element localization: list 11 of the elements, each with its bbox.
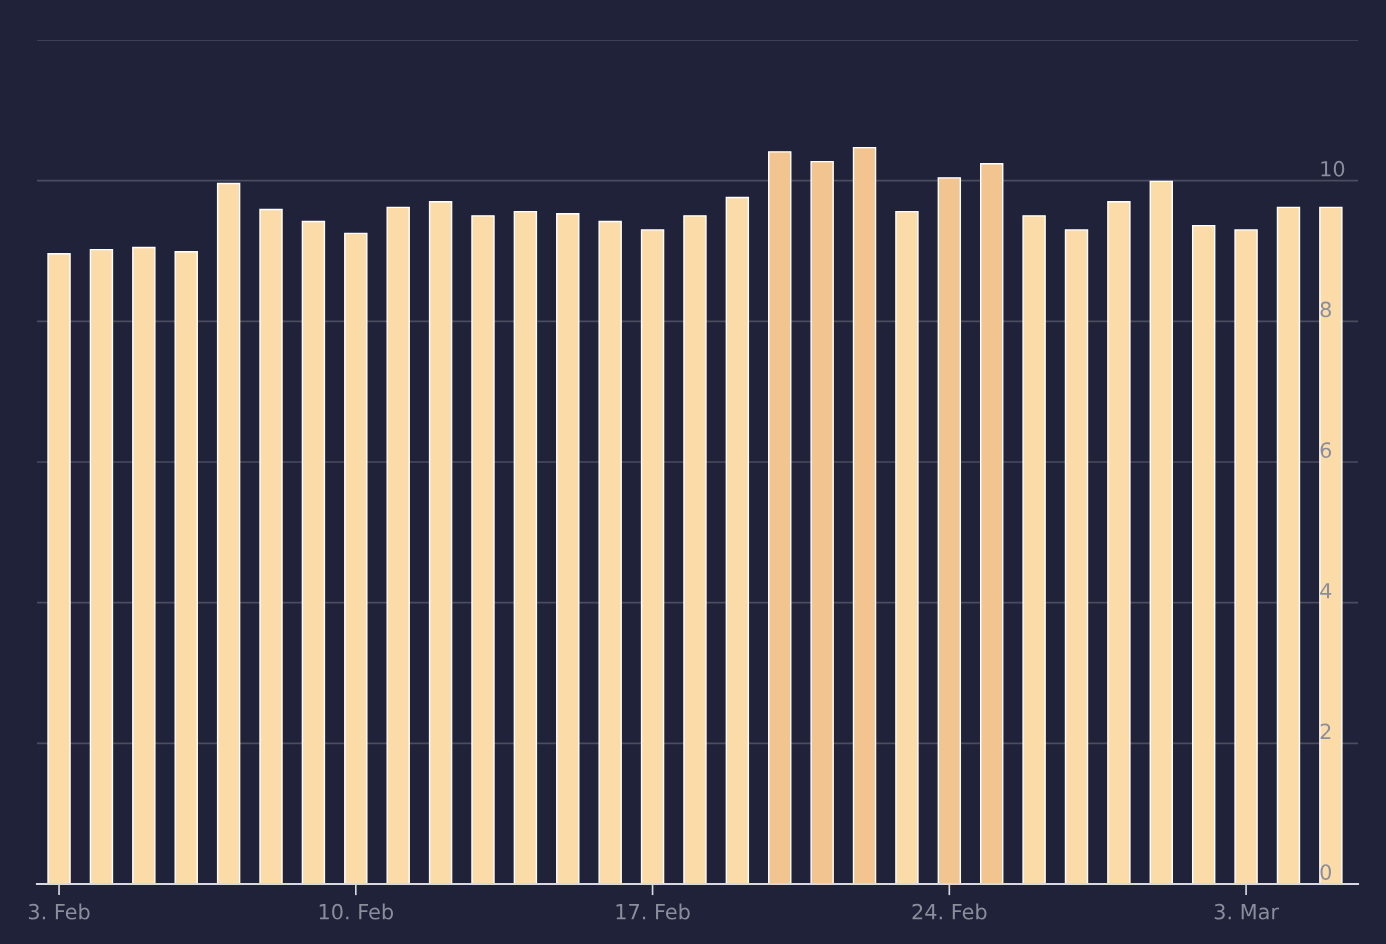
y-tick-label: 10 <box>1321 160 1345 177</box>
x-tick-label: 3. Feb <box>28 903 90 920</box>
x-tick-label: 17. Feb <box>616 903 690 920</box>
x-tick-label: 24. Feb <box>912 903 987 920</box>
y-tick-label: 0 <box>1320 864 1331 880</box>
y-tick-label: 2 <box>1320 723 1331 739</box>
x-tick-label: 10. Feb <box>319 903 393 920</box>
y-tick-label: 8 <box>1320 301 1331 318</box>
y-tick-label: 6 <box>1320 442 1332 458</box>
y-tick-label: 4 <box>1320 583 1332 599</box>
x-tick-label: 3. Mar <box>1214 903 1279 920</box>
